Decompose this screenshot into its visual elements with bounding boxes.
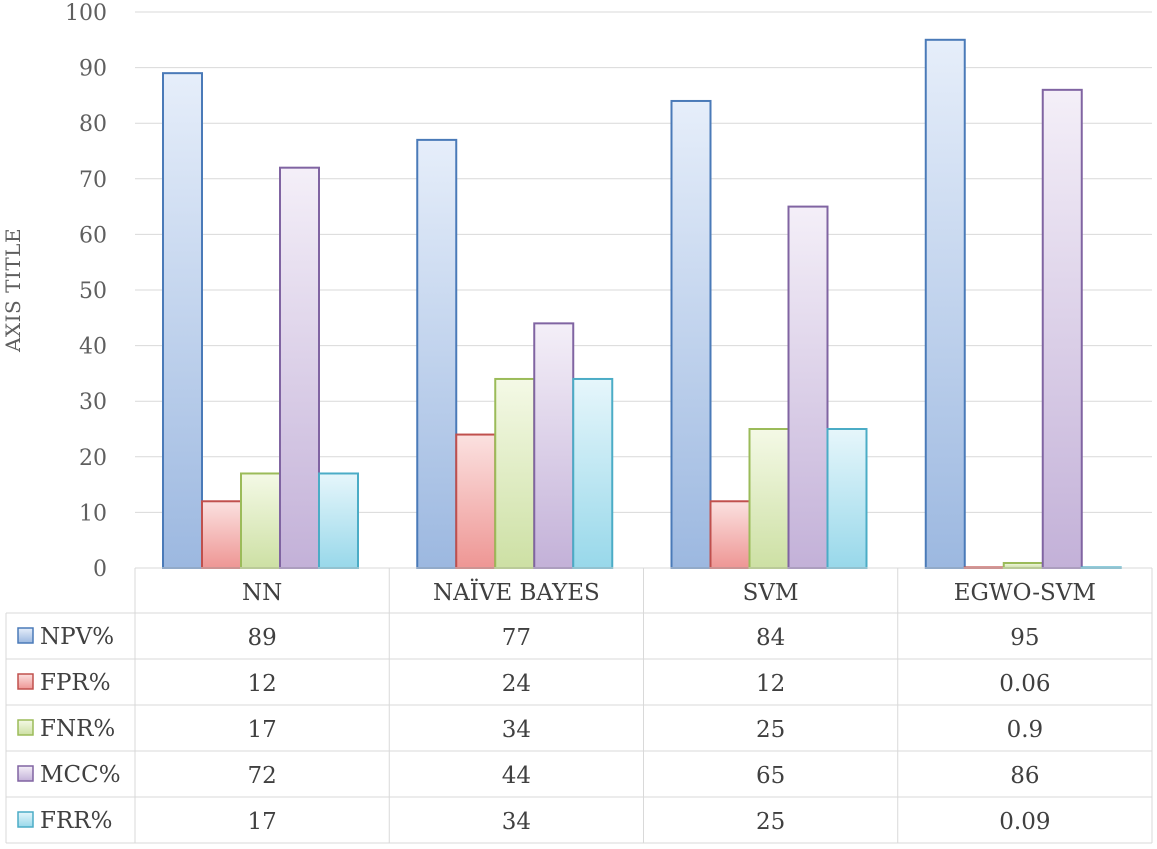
table-cell: 0.9 (1007, 717, 1044, 743)
table-cell: 0.09 (999, 809, 1050, 835)
y-tick-label: 10 (79, 501, 107, 526)
y-tick-label: 20 (79, 446, 107, 471)
legend-key (17, 765, 34, 782)
table-cell: 34 (502, 809, 531, 835)
y-tick-label: 100 (65, 1, 107, 26)
legend-label: FPR% (40, 670, 111, 696)
bar-mcc (533, 322, 575, 569)
y-tick-label: 30 (79, 390, 107, 415)
x-tick-label: NN (242, 580, 282, 606)
bars (162, 38, 1122, 570)
bar-npv (670, 99, 712, 570)
legend-key (17, 811, 34, 828)
y-tick-labels: 0 10 20 30 40 50 60 70 80 90 100 (65, 1, 107, 582)
table-cell: 25 (756, 717, 785, 743)
bar-mcc (1041, 88, 1083, 569)
y-tick-label: 70 (79, 168, 107, 193)
x-tick-label: SVM (743, 580, 799, 606)
legend-label: NPV% (40, 624, 114, 650)
table-cell: 86 (1010, 763, 1039, 789)
bar-frr (826, 428, 868, 569)
table-cell: 34 (502, 717, 531, 743)
legend-key (17, 627, 34, 644)
bar-npv (162, 72, 203, 569)
y-tick-label: 60 (79, 223, 107, 248)
data-table: NN NAÏVE BAYES SVM EGWO-SVM NPV% 89 77 84 95 FPR%… (5, 567, 1153, 844)
bar-mcc (787, 205, 829, 569)
bar-fpr (709, 500, 751, 569)
bar-fnr (748, 428, 790, 569)
bar-npv (924, 38, 966, 570)
table-cell: 17 (247, 809, 276, 835)
y-tick-label: 50 (79, 279, 107, 304)
y-tick-label: 90 (79, 57, 107, 82)
y-tick-label: 80 (79, 112, 107, 137)
bar-frr (318, 472, 359, 570)
table-cell: 65 (756, 763, 785, 789)
legend-label: FNR% (40, 716, 115, 742)
table-cell: 44 (502, 763, 531, 789)
y-tick-label: 0 (93, 557, 107, 582)
legend-label: FRR% (40, 808, 112, 834)
x-tick-label: NAÏVE BAYES (433, 579, 600, 606)
bar-fnr (1002, 561, 1044, 569)
bar-fnr (240, 472, 281, 570)
table-cell: 24 (502, 671, 531, 697)
table-cell: 17 (247, 717, 276, 743)
bar-npv (416, 138, 458, 569)
x-tick-label: EGWO-SVM (954, 580, 1096, 606)
table-cell: 12 (247, 671, 276, 697)
table-cell: 72 (247, 763, 276, 789)
table-cell: 95 (1010, 625, 1039, 651)
legend-key (17, 673, 34, 690)
table-cell: 0.06 (999, 671, 1050, 697)
legend-label: MCC% (40, 762, 121, 788)
bar-fnr (494, 377, 536, 569)
bar-mcc (279, 166, 320, 569)
bar-frr (572, 377, 614, 569)
bar-fpr (455, 433, 497, 569)
table-cell: 77 (502, 625, 531, 651)
table-cell: 25 (756, 809, 785, 835)
table-cell: 89 (247, 625, 276, 651)
y-tick-label: 40 (79, 335, 107, 360)
bar-fpr (201, 500, 242, 569)
table-cell: 84 (756, 625, 785, 651)
table-cell: 12 (756, 671, 785, 697)
legend-key (17, 719, 34, 736)
y-axis-label: AXIS TITLE (1, 228, 25, 353)
